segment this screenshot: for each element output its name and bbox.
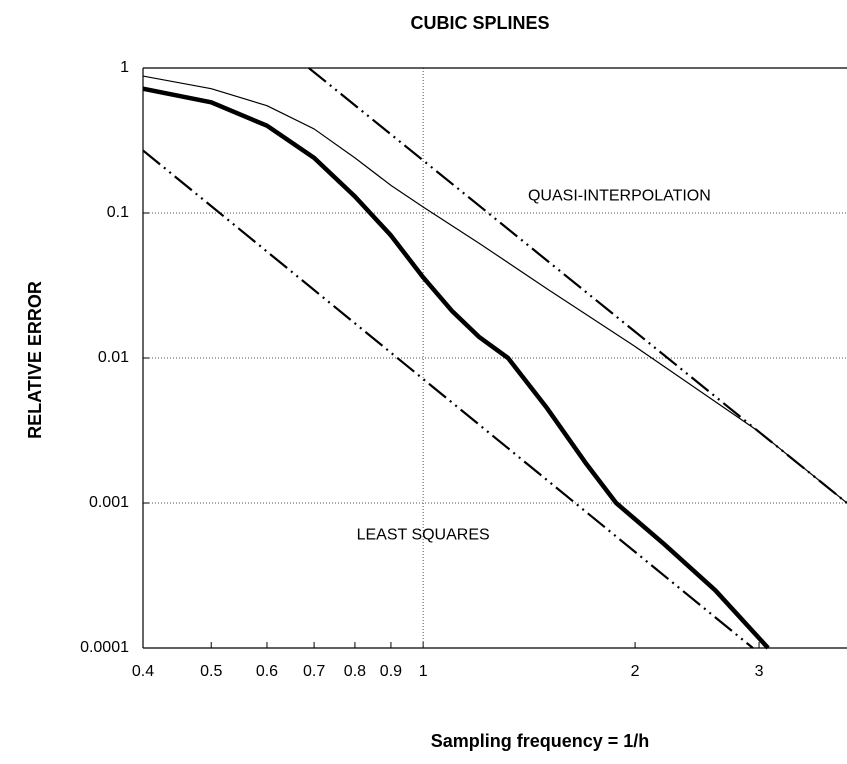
y-tick-label: 0.01 — [98, 349, 129, 366]
y-tick-label: 0.0001 — [80, 639, 129, 656]
annotation: QUASI-INTERPOLATION — [528, 188, 711, 205]
y-tick-label: 1 — [120, 59, 129, 76]
x-tick-label: 0.6 — [256, 663, 278, 680]
x-tick-label: 2 — [631, 663, 640, 680]
y-tick-label: 0.1 — [107, 204, 129, 221]
y-tick-label: 0.001 — [89, 494, 129, 511]
x-tick-label: 1 — [419, 663, 428, 680]
line — [143, 149, 754, 649]
y-axis-label: RELATIVE ERROR — [25, 281, 45, 439]
x-axis-label: Sampling frequency = 1/h — [431, 731, 650, 751]
line — [143, 86, 770, 650]
x-tick-label: 0.8 — [344, 663, 366, 680]
line — [143, 75, 847, 504]
x-tick-label: 3 — [755, 663, 764, 680]
annotation: LEAST SQUARES — [357, 526, 490, 543]
x-tick-label: 0.9 — [380, 663, 402, 680]
line — [308, 67, 847, 504]
x-tick-label: 0.5 — [200, 663, 222, 680]
chart-title: CUBIC SPLINES — [410, 13, 549, 33]
x-tick-label: 0.7 — [303, 663, 325, 680]
x-tick-label: 0.4 — [132, 663, 154, 680]
